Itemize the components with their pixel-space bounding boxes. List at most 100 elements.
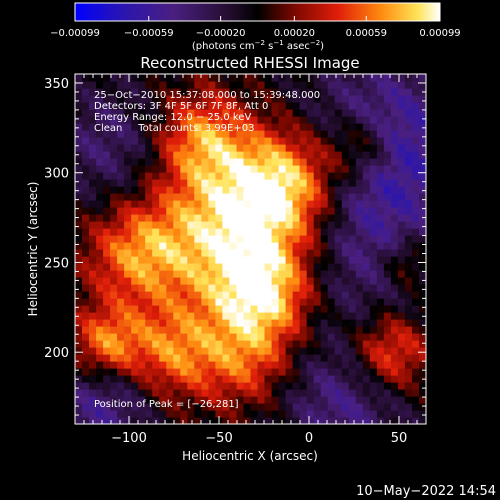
heatmap-cell [292,165,301,173]
heatmap-cell [390,389,399,397]
heatmap-cell [201,396,209,404]
heatmap-cell [131,74,139,82]
heatmap-cell [306,123,315,131]
heatmap-cell [369,116,378,124]
heatmap-cell [75,361,83,369]
heatmap-cell [103,81,111,89]
heatmap-cell [208,193,216,201]
heatmap-cell [334,186,343,194]
heatmap-cell [348,319,357,327]
heatmap-cell [173,151,181,159]
heatmap-cell [362,186,371,194]
heatmap-cell [362,270,371,278]
heatmap-cell [215,270,223,278]
heatmap-cell [124,340,132,348]
heatmap-cell [278,361,287,369]
heatmap-cell [208,333,216,341]
heatmap-cell [222,410,230,418]
heatmap-cell [89,165,97,173]
heatmap-cell [110,319,118,327]
heatmap-cells [75,74,426,424]
heatmap-cell [250,193,259,201]
heatmap-cell [362,396,371,404]
heatmap-cell [369,284,378,292]
heatmap-cell [89,291,97,299]
heatmap-cell [194,319,202,327]
heatmap-cell [390,158,399,166]
heatmap-cell [278,270,287,278]
heatmap-cell [250,368,259,376]
heatmap-cell [236,333,245,341]
heatmap-cell [257,74,266,82]
heatmap-cell [236,305,245,313]
heatmap-cell [390,116,399,124]
heatmap-cell [131,88,139,96]
heatmap-cell [159,375,167,383]
heatmap-cell [124,410,132,418]
heatmap-cell [376,193,385,201]
heatmap-cell [313,389,322,397]
heatmap-cell [299,242,308,250]
heatmap-cell [103,319,111,327]
heatmap-cell [278,165,287,173]
heatmap-cell [278,382,287,390]
heatmap-cell [334,116,343,124]
heatmap-cell [320,95,329,103]
heatmap-cell [334,256,343,264]
heatmap-cell [201,88,209,96]
heatmap-cell [250,305,259,313]
heatmap-cell [404,144,413,152]
heatmap-cell [117,221,125,229]
heatmap-cell [145,235,153,243]
heatmap-cell [96,347,104,355]
heatmap-cell [187,361,195,369]
heatmap-cell [82,172,90,180]
heatmap-cell [173,326,181,334]
heatmap-cell [348,207,357,215]
heatmap-cell [166,193,174,201]
heatmap-cell [124,179,132,187]
heatmap-cell [320,130,329,138]
heatmap-cell [75,123,83,131]
heatmap-cell [131,116,139,124]
heatmap-cell [257,242,266,250]
heatmap-cell [243,137,252,145]
heatmap-cell [404,375,413,383]
heatmap-cell [222,144,230,152]
heatmap-cell [369,382,378,390]
heatmap-cell [376,151,385,159]
heatmap-cell [222,389,230,397]
heatmap-cell [152,382,160,390]
heatmap-cell [313,130,322,138]
heatmap-cell [264,109,273,117]
heatmap-cell [334,151,343,159]
heatmap-cell [355,193,364,201]
heatmap-cell [131,214,139,222]
heatmap-cell [327,200,336,208]
heatmap-cell [376,235,385,243]
heatmap-cell [264,263,273,271]
heatmap-cell [355,158,364,166]
heatmap-cell [222,417,230,424]
heatmap-cell [243,235,252,243]
heatmap-cell [243,207,252,215]
heatmap-cell [383,193,392,201]
heatmap-cell [152,347,160,355]
heatmap-cell [208,165,216,173]
heatmap-cell [348,193,357,201]
heatmap-cell [264,270,273,278]
heatmap-cell [327,312,336,320]
heatmap-cell [194,340,202,348]
heatmap-cell [187,312,195,320]
heatmap-cell [187,130,195,138]
heatmap-cell [278,368,287,376]
heatmap-cell [278,102,287,110]
x-tick-label: 0 [305,431,313,446]
heatmap-cell [348,221,357,229]
heatmap-cell [390,88,399,96]
heatmap-cell [404,95,413,103]
heatmap-cell [138,165,146,173]
heatmap-cell [222,130,230,138]
heatmap-cell [390,151,399,159]
heatmap-cell [194,221,202,229]
